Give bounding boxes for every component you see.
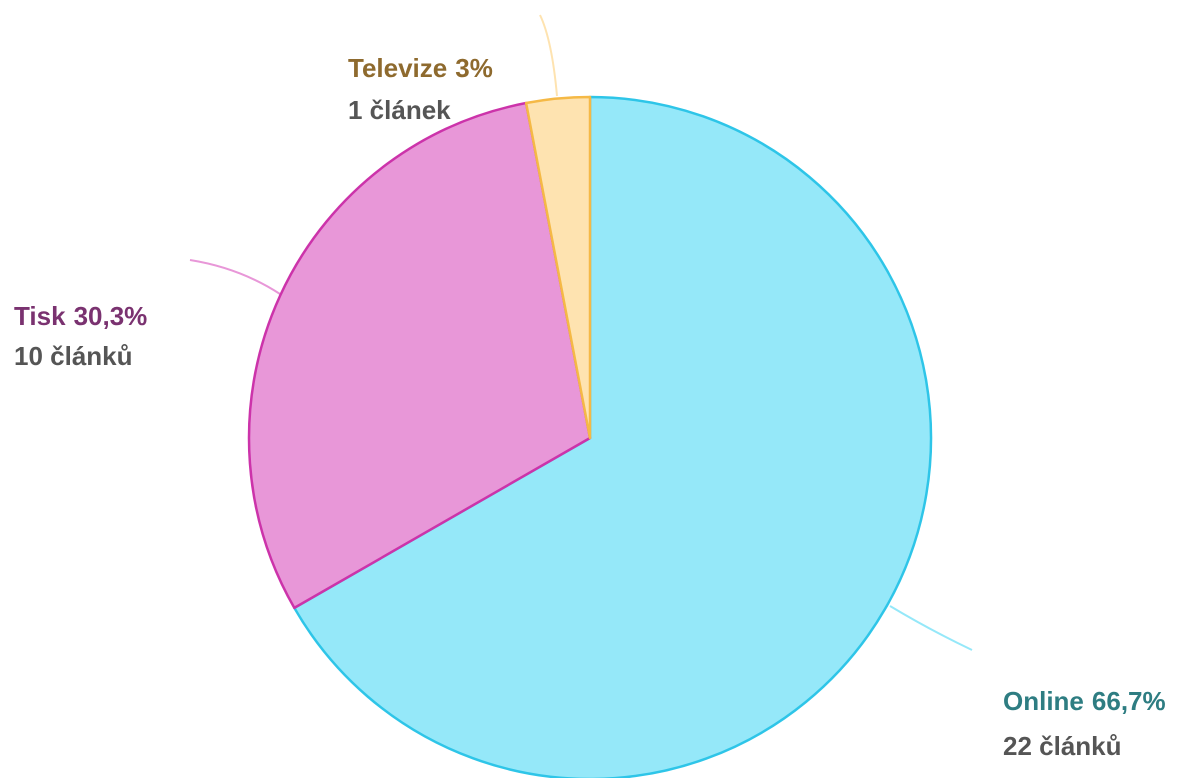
category-name: Televize (348, 53, 447, 83)
category-name: Online (1003, 686, 1084, 716)
value-label: 30,3% (74, 301, 148, 331)
connector (539, 14, 558, 97)
slice-label: Televize 3% (348, 53, 493, 83)
slice-detail: 1 článek (348, 95, 451, 125)
slice-label: Tisk 30,3% (14, 301, 147, 331)
slice-detail: 22 článků (1003, 731, 1122, 761)
value-label: 66,7% (1092, 686, 1166, 716)
category-name: Tisk (14, 301, 66, 331)
slice-label: Online 66,7% (1003, 686, 1166, 716)
slice (293, 95, 933, 778)
slice (247, 101, 592, 610)
connector (189, 259, 281, 295)
value-label: 3% (455, 53, 493, 83)
slice-detail: 10 článků (14, 341, 133, 371)
slice (524, 95, 592, 440)
connector (889, 605, 973, 651)
